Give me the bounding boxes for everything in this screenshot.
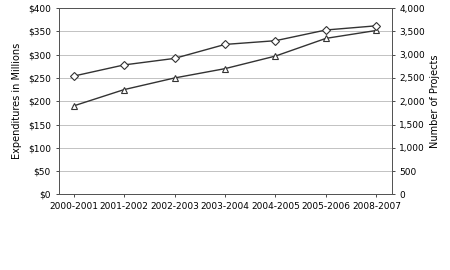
Number of Projects [374, 24, 379, 28]
Expenditures [273, 55, 278, 58]
Expenditures [374, 29, 379, 32]
Number of Projects [273, 39, 278, 42]
Expenditures [323, 37, 328, 40]
Number of Projects [222, 43, 228, 46]
Expenditures [122, 88, 127, 91]
Y-axis label: Number of Projects: Number of Projects [431, 55, 441, 148]
Y-axis label: Expenditures in Millions: Expenditures in Millions [12, 43, 22, 159]
Expenditures [71, 104, 76, 107]
Expenditures [222, 67, 228, 70]
Line: Number of Projects: Number of Projects [71, 23, 379, 79]
Line: Expenditures: Expenditures [70, 27, 380, 109]
Expenditures [172, 76, 177, 80]
Number of Projects [172, 57, 177, 60]
Number of Projects [122, 63, 127, 66]
Number of Projects [71, 75, 76, 78]
Number of Projects [323, 28, 328, 32]
